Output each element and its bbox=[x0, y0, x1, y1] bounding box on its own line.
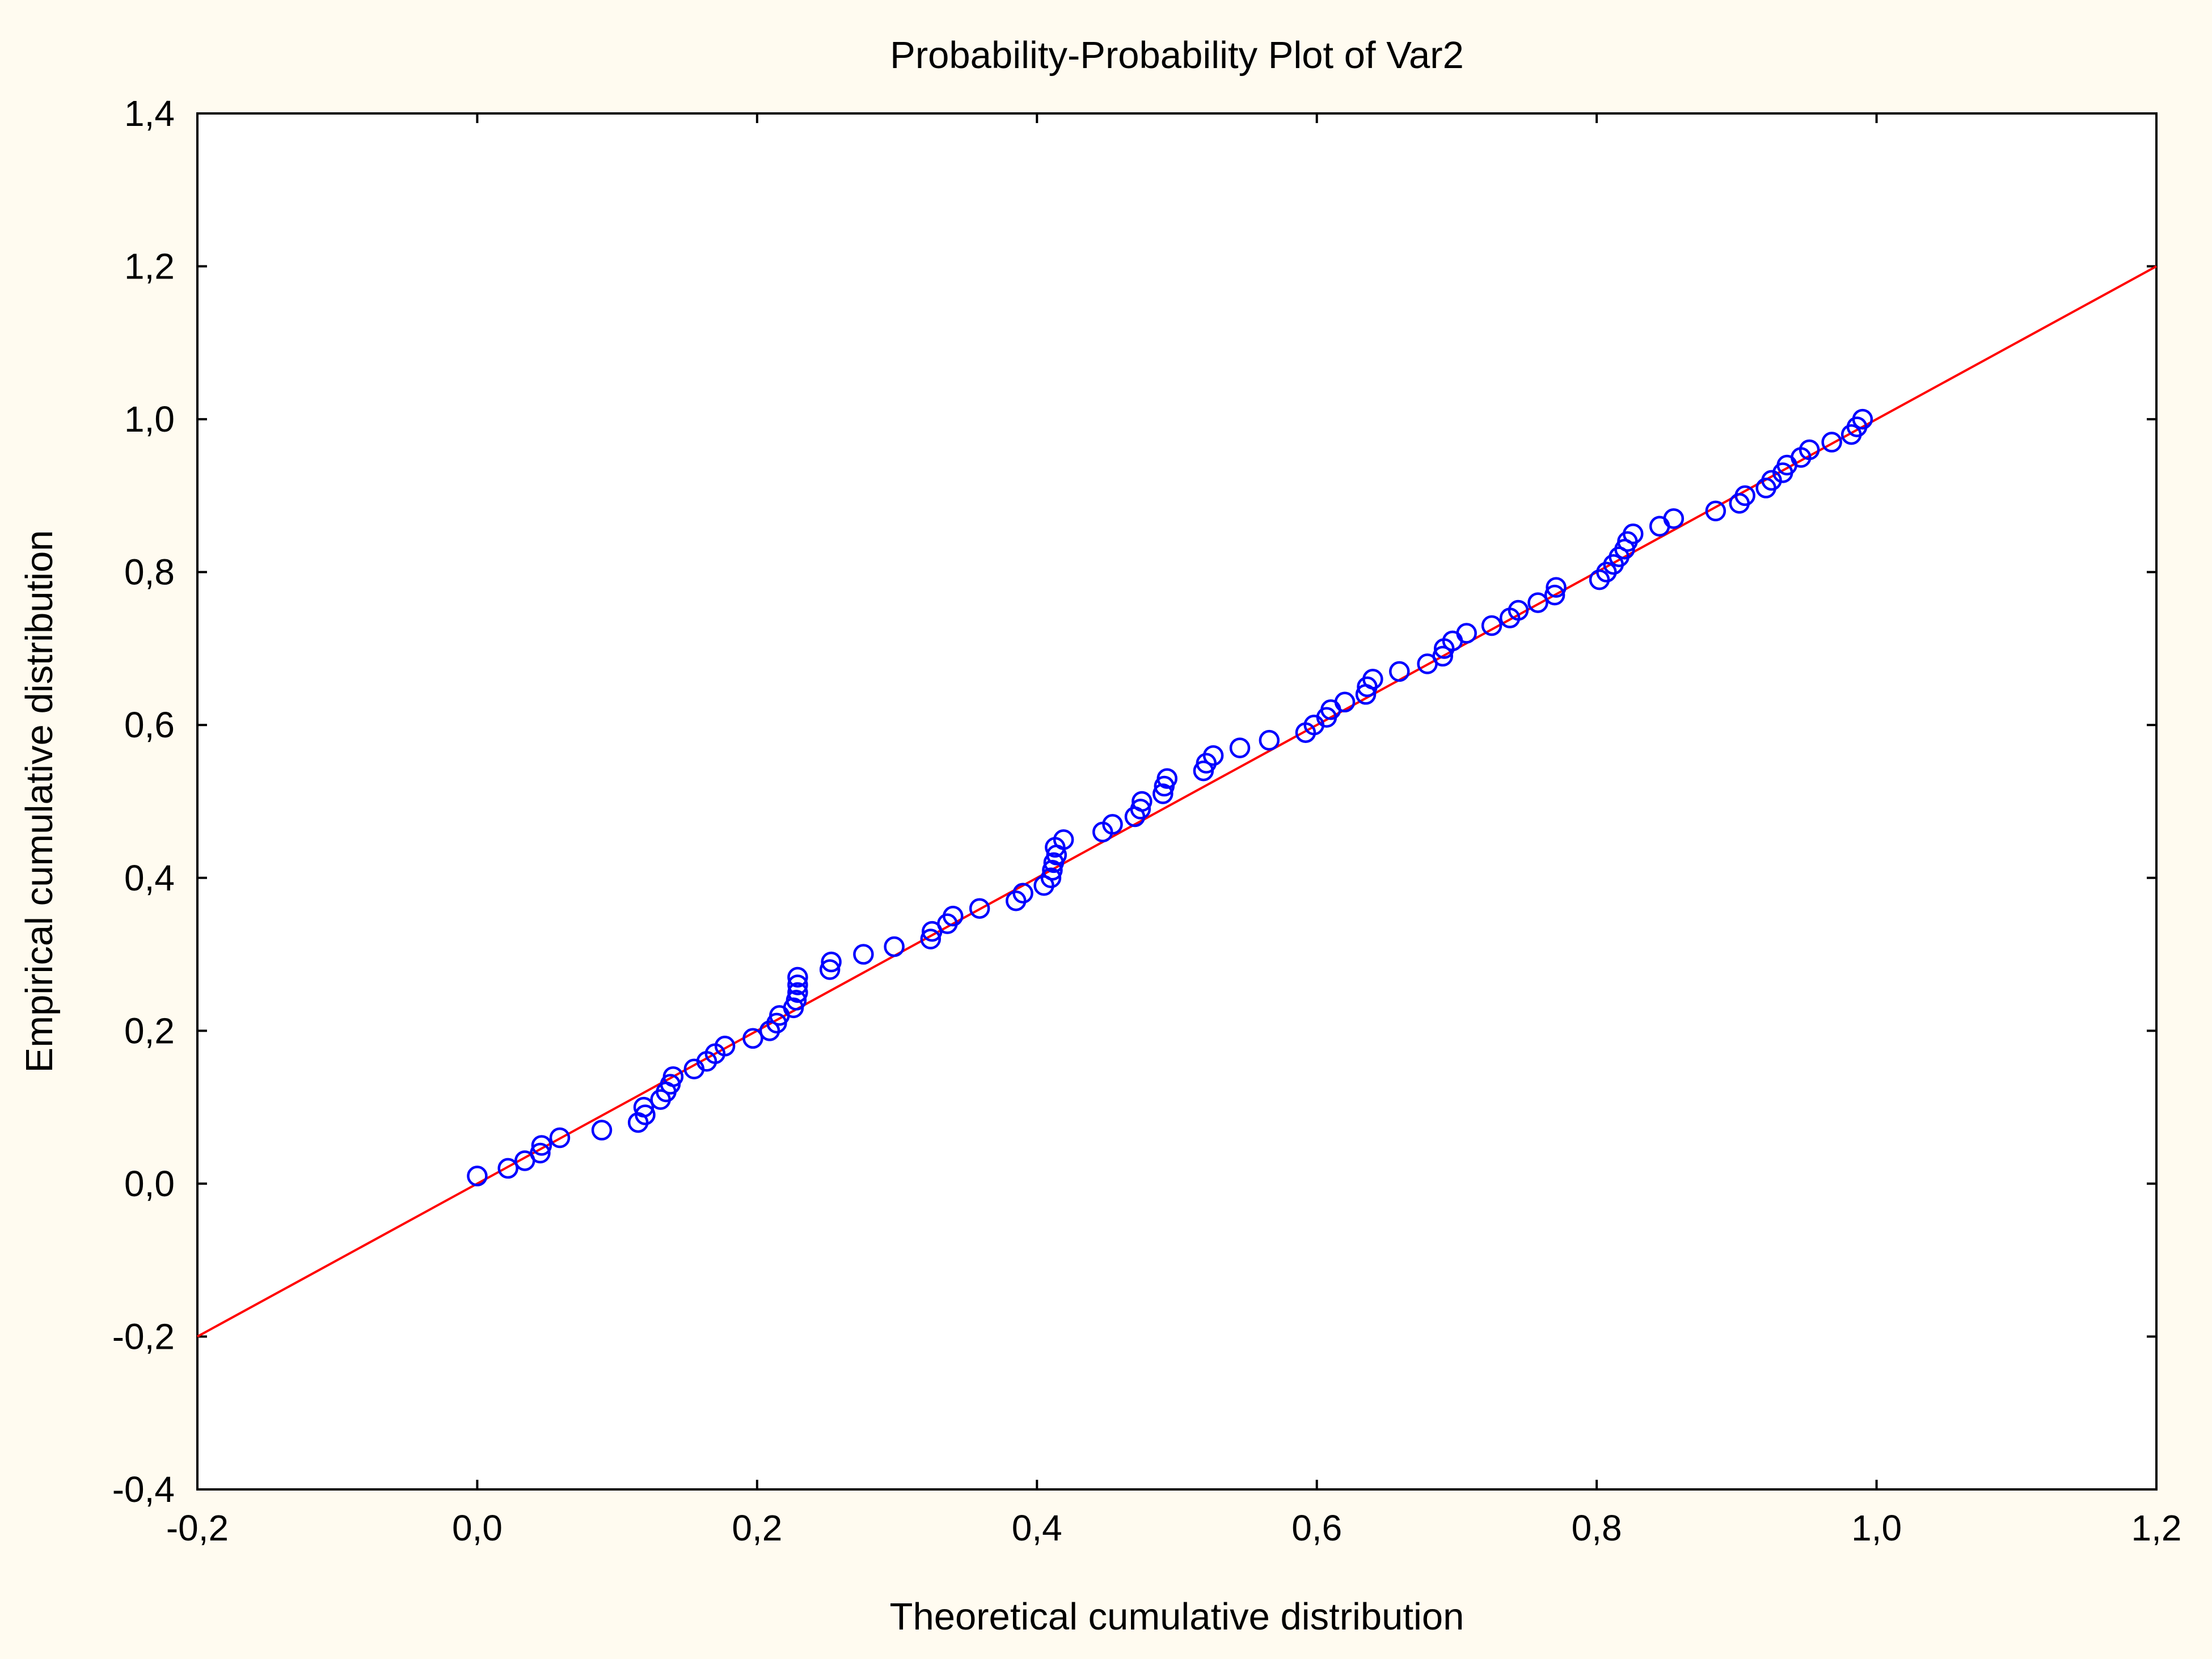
axis-ticks bbox=[196, 112, 2158, 1491]
y-tick-label: 0,0 bbox=[124, 1163, 175, 1204]
data-point bbox=[1259, 729, 1280, 751]
data-point bbox=[497, 1158, 518, 1179]
x-tick-label: 0,0 bbox=[452, 1508, 503, 1548]
data-point bbox=[1527, 592, 1548, 613]
data-point bbox=[787, 966, 808, 988]
data-point bbox=[662, 1066, 684, 1087]
x-tick-label: 0,6 bbox=[1291, 1508, 1342, 1548]
data-point bbox=[1102, 814, 1123, 835]
data-point bbox=[1623, 524, 1644, 544]
y-tick-label: -0,2 bbox=[112, 1316, 175, 1357]
x-tick-label: 0,4 bbox=[1012, 1508, 1062, 1548]
data-point bbox=[969, 898, 990, 919]
data-point bbox=[1334, 691, 1356, 713]
data-point bbox=[549, 1127, 571, 1149]
data-point bbox=[920, 928, 942, 949]
x-axis-title: Theoretical cumulative distribution bbox=[890, 1595, 1464, 1638]
data-point bbox=[531, 1135, 552, 1156]
data-point bbox=[742, 1028, 763, 1049]
x-tick-label: 1,2 bbox=[2131, 1508, 2182, 1548]
data-point bbox=[714, 1036, 736, 1057]
data-point bbox=[1130, 799, 1151, 820]
data-point bbox=[1040, 867, 1062, 889]
data-point bbox=[1229, 737, 1251, 758]
data-point bbox=[1202, 745, 1224, 766]
y-tick-label: 0,6 bbox=[124, 704, 175, 745]
y-tick-label: 0,4 bbox=[124, 858, 175, 898]
data-point bbox=[633, 1096, 655, 1118]
data-point bbox=[853, 944, 874, 965]
x-tick-label: 0,2 bbox=[732, 1508, 782, 1548]
data-point bbox=[530, 1142, 551, 1164]
data-point bbox=[1432, 645, 1454, 667]
data-point bbox=[1456, 623, 1477, 644]
x-tick-label: 1,0 bbox=[1851, 1508, 1902, 1548]
data-point bbox=[1821, 432, 1842, 453]
data-point bbox=[1053, 829, 1074, 850]
data-point bbox=[786, 990, 807, 1011]
data-point bbox=[1042, 860, 1063, 881]
data-point bbox=[1799, 439, 1820, 461]
fit-line-group bbox=[197, 265, 2157, 1338]
y-tick-label: -0,4 bbox=[112, 1469, 175, 1510]
y-axis-title: Empirical cumulative distribution bbox=[18, 530, 61, 1073]
data-point bbox=[943, 905, 964, 927]
y-tick-label: 1,2 bbox=[124, 246, 175, 287]
data-point bbox=[1156, 768, 1177, 789]
chart-title: Probability-Probability Plot of Var2 bbox=[890, 34, 1464, 77]
x-tick-label: 0,8 bbox=[1572, 1508, 1622, 1548]
data-point bbox=[1389, 661, 1410, 682]
y-tick-label: 1,4 bbox=[124, 93, 175, 134]
data-point bbox=[1663, 508, 1685, 529]
data-point bbox=[1012, 883, 1033, 904]
data-point bbox=[467, 1166, 488, 1187]
data-point bbox=[1546, 577, 1567, 598]
data-point bbox=[1734, 485, 1755, 506]
data-point bbox=[1132, 791, 1153, 812]
tick-labels: -0,2 0,0 0,2 0,4 0,6 0,8 1,0 1,2-0,4-0,20,00,20… bbox=[112, 93, 2182, 1548]
y-tick-label: 1,0 bbox=[124, 399, 175, 440]
data-point bbox=[819, 959, 841, 980]
data-point bbox=[787, 974, 808, 995]
data-point bbox=[1852, 408, 1873, 430]
y-tick-label: 0,2 bbox=[124, 1010, 175, 1051]
data-points bbox=[467, 408, 1873, 1187]
data-point bbox=[1544, 584, 1565, 606]
x-tick-label: -0,2 bbox=[166, 1508, 229, 1548]
y-tick-label: 0,8 bbox=[124, 552, 175, 593]
data-point bbox=[787, 982, 808, 1003]
fit-line bbox=[197, 265, 2157, 1338]
data-point bbox=[1481, 615, 1502, 636]
data-point bbox=[1362, 669, 1383, 690]
data-point bbox=[1705, 500, 1726, 522]
data-point bbox=[1508, 600, 1529, 621]
data-point bbox=[1153, 783, 1173, 804]
data-point bbox=[635, 1104, 656, 1125]
data-point bbox=[591, 1120, 613, 1141]
data-point bbox=[821, 951, 842, 973]
data-point bbox=[884, 936, 905, 957]
